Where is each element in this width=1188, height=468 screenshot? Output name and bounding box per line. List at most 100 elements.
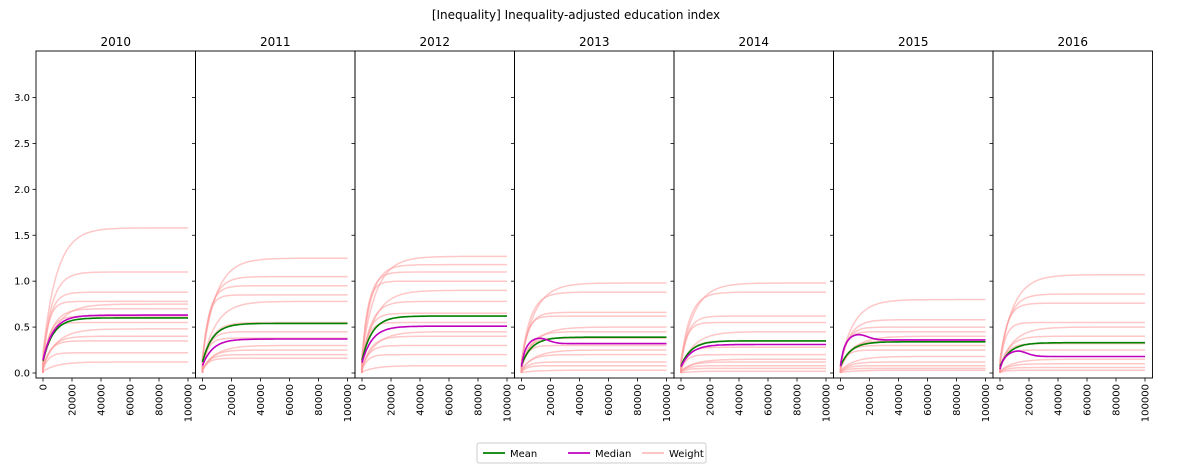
legend-item-mean: Mean [483,449,537,460]
median-line [361,325,507,363]
x-tick-label: 80000 [952,384,963,416]
legend-label: Median [595,449,631,460]
median-line [680,343,826,368]
axes-frame [833,50,994,379]
panel-title: 2016 [1057,35,1088,49]
weight-line [361,335,507,374]
x-tick-label: 60000 [445,384,456,416]
panel-2016: 2016 0 20000 40000 60000 80000 100000 [989,35,1153,422]
x-tick-label: 100000 [662,384,673,422]
legend-label: Mean [510,449,537,460]
weight-line [361,312,507,374]
mean-line [999,341,1145,367]
x-tick-label: 80000 [633,384,644,416]
weight-line [201,294,348,374]
weight-line [42,300,188,374]
weight-line [361,280,507,374]
x-tick-label: 80000 [1112,384,1123,416]
x-tick-label: 40000 [256,384,267,416]
weight-line [42,271,188,374]
weight-line [839,298,986,374]
legend-label: Weight [669,449,704,460]
weight-line [999,342,1145,374]
weight-line [201,353,348,374]
weight-line [839,355,986,374]
weight-line [42,227,188,374]
legend: Mean Median Weight [476,442,707,464]
y-tick-label: 2.0 [14,185,30,196]
x-tick-label: 40000 [1054,384,1065,416]
panel-title: 2011 [260,35,291,49]
weight-line [999,302,1145,374]
weight-line [361,364,507,374]
weight-line [201,285,348,374]
legend-item-weight: Weight [642,449,704,460]
weight-line [680,291,826,374]
y-tick-label: 0.5 [14,323,30,334]
weight-line [201,349,348,374]
weight-line [361,300,507,374]
weight-line [42,328,188,374]
mean-line [680,340,826,367]
x-tick-label: 60000 [285,384,296,416]
panel-2013: 2013 0 20000 40000 60000 80000 100000 [511,35,675,422]
x-tick-label: 80000 [155,384,166,416]
x-tick-label: 80000 [314,384,325,416]
weight-line [520,311,667,374]
weight-line [201,300,348,374]
weight-line [361,344,507,374]
legend-box [476,442,707,464]
weight-line [839,361,986,374]
weight-line [839,369,986,374]
x-tick-label: 100000 [503,384,514,422]
median-line [839,333,986,367]
x-tick-label: 0 [39,384,50,390]
x-tick-label: 40000 [575,384,586,416]
x-tick-label: 20000 [706,384,717,416]
weight-line [680,367,826,374]
x-tick-label: 20000 [227,384,238,416]
weight-line [999,369,1145,374]
x-tick-label: 0 [517,384,528,390]
x-tick-label: 60000 [604,384,615,416]
x-tick-label: 60000 [764,384,775,416]
x-tick-label: 100000 [343,384,354,422]
x-tick-label: 40000 [97,384,108,416]
x-tick-label: 20000 [68,384,79,416]
axes-frame [673,50,834,379]
x-tick-label: 20000 [865,384,876,416]
median-line [520,337,667,367]
panel-2014: 2014 0 20000 40000 60000 80000 100000 [670,35,834,422]
weight-line [42,361,188,374]
weight-line [361,263,507,374]
axes-frame [514,50,675,379]
x-tick-label: 80000 [474,384,485,416]
panel-title: 2013 [579,35,610,49]
x-tick-label: 40000 [735,384,746,416]
x-tick-label: 0 [836,384,847,390]
panel-2012: 2012 0 20000 40000 60000 80000 100000 [351,35,515,422]
weight-line [201,321,348,374]
x-tick-label: 40000 [894,384,905,416]
weight-line [839,330,986,374]
panel-title: 2010 [100,35,131,49]
weight-line [680,321,826,374]
mean-line [201,322,348,363]
x-tick-label: 60000 [1083,384,1094,416]
median-line [201,338,348,366]
mean-line [520,336,667,366]
x-tick-label: 20000 [387,384,398,416]
x-tick-label: 0 [198,384,209,390]
x-tick-label: 100000 [184,384,195,422]
panel-2015: 2015 0 20000 40000 60000 80000 100000 [830,35,994,422]
weight-line [520,369,667,374]
weight-line [361,353,507,374]
x-tick-label: 20000 [1025,384,1036,416]
x-tick-label: 20000 [546,384,557,416]
panel-2011: 2011 0 20000 40000 60000 80000 100000 [192,35,356,422]
panel-2010: 2010 0.0 0.5 1.0 1.5 2.0 2.5 3.0 0 20000 40000 6000… [14,35,196,422]
weight-line [42,340,188,374]
legend-item-median: Median [568,449,631,460]
weight-line [201,357,348,374]
median-line [999,350,1145,370]
